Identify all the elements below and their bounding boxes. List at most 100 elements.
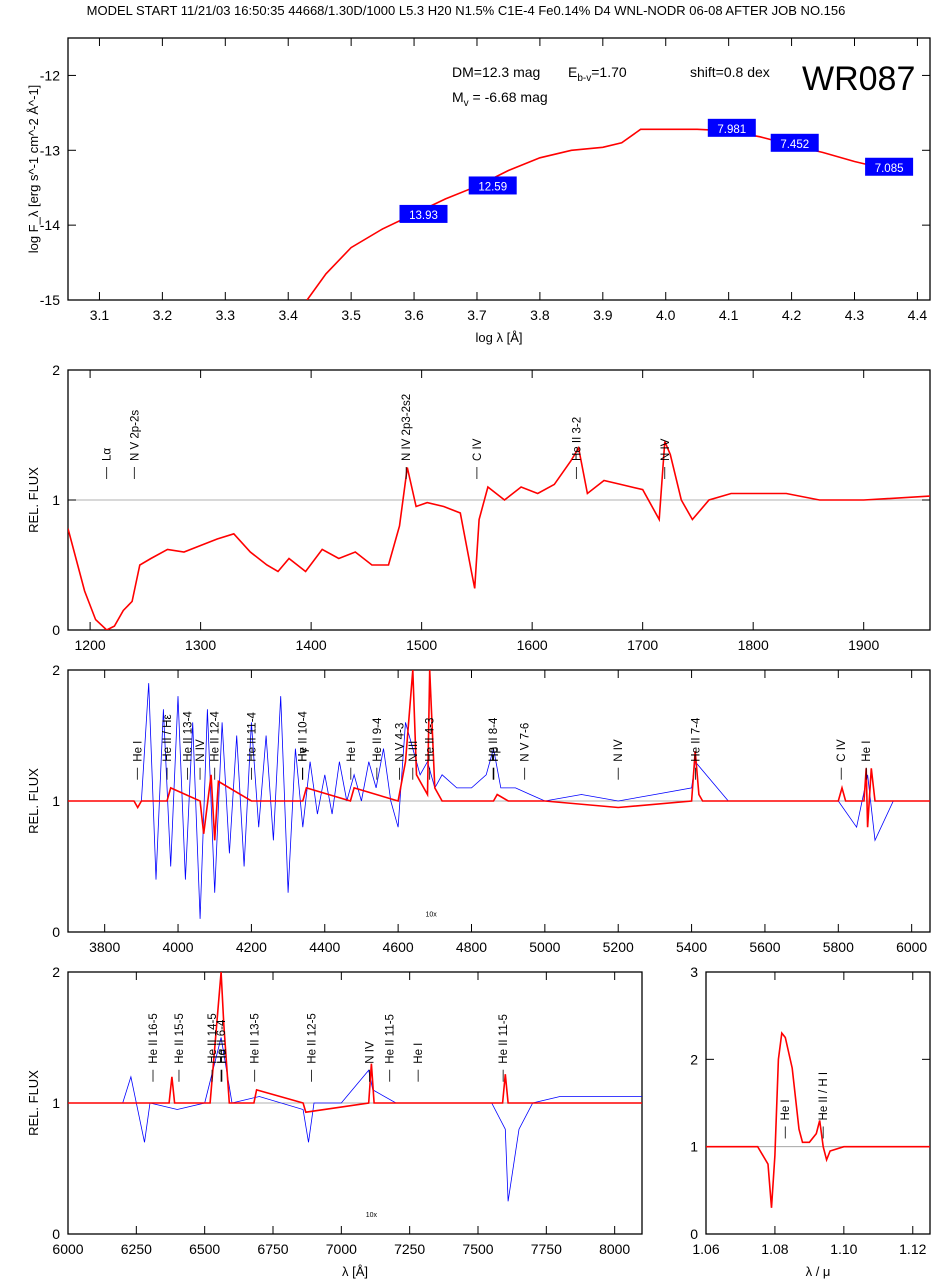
red-xlabel: λ [Å] (342, 1264, 368, 1279)
sed-xtick-label: 4.4 (908, 307, 928, 323)
optical-xtick-label: 5800 (823, 939, 854, 955)
line-id-label: He II 4-3 (425, 718, 437, 762)
line-id-label: He II 8-4 (488, 717, 500, 762)
sed-model-spectrum (306, 128, 887, 300)
uv-ytick-label: 0 (52, 622, 60, 638)
optical-observed-spectrum (141, 683, 930, 919)
sed-xtick-label: 4.2 (782, 307, 802, 323)
uv-xtick-label: 1400 (296, 637, 327, 653)
line-id-label: N V 2p-2s (129, 410, 141, 461)
line-id-label: N IV (364, 1041, 376, 1064)
red-inset-label: 10x (366, 1212, 378, 1219)
photometry-label: 12.59 (478, 181, 507, 193)
sed-xtick-label: 3.6 (404, 307, 424, 323)
line-id-label: He I (780, 1099, 792, 1120)
red-ytick-label: 0 (52, 1226, 60, 1242)
optical-xtick-label: 5200 (603, 939, 634, 955)
red-xtick-label: 6250 (121, 1241, 152, 1257)
red-xtick-label: 7750 (531, 1241, 562, 1257)
line-id-label: Hα (217, 1048, 229, 1063)
optical-xtick-label: 4600 (383, 939, 414, 955)
uv-xtick-label: 1500 (406, 637, 437, 653)
red-ylabel: REL. FLUX (26, 1070, 41, 1136)
line-id-label: He II 14-5 (207, 1013, 219, 1064)
red-xtick-label: 7250 (394, 1241, 425, 1257)
optical-ytick-label: 1 (52, 793, 60, 809)
line-id-label: He II 3-2 (571, 417, 583, 461)
red-model-spectrum (68, 972, 642, 1114)
red-ytick-label: 1 (52, 1095, 60, 1111)
line-id-label: Hβ (489, 746, 501, 761)
sed-xtick-label: 4.1 (719, 307, 739, 323)
sed-xlabel: log λ [Å] (476, 330, 523, 345)
optical-xtick-label: 3800 (89, 939, 120, 955)
line-id-label: N IV (660, 438, 672, 461)
sed-annotations: DM=12.3 mag Eb-v=1.70 shift=0.8 dex Mv =… (452, 60, 915, 109)
ir-ytick-label: 0 (690, 1226, 698, 1242)
sed-xtick-label: 3.1 (90, 307, 110, 323)
optical-xtick-label: 6000 (896, 939, 927, 955)
photometry-box (707, 118, 756, 137)
uv-xtick-label: 1200 (75, 637, 106, 653)
optical-xtick-label: 4200 (236, 939, 267, 955)
photometry-label: 7.981 (717, 124, 746, 136)
ir-panel: 1.06 1.08 1.10 1.12 0 1 2 3 λ / μ He I He II / H I (690, 964, 931, 1279)
sed-ylabel: log F_λ [erg s^-1 cm^-2 Å^-1] (26, 85, 41, 254)
line-id-label: C IV (472, 438, 484, 461)
line-id-label: He II 12-4 (210, 711, 222, 762)
red-xtick-label: 6500 (189, 1241, 220, 1257)
uv-xtick-label: 1800 (738, 637, 769, 653)
line-id-label: He II 16-5 (148, 1013, 160, 1064)
sed-xtick-label: 4.0 (656, 307, 676, 323)
uv-xtick-label: 1900 (848, 637, 879, 653)
ir-ytick-label: 3 (690, 964, 698, 980)
uv-xtick-label: 1600 (517, 637, 548, 653)
ir-xlabel: λ / μ (806, 1264, 831, 1279)
uv-ytick-label: 2 (52, 362, 60, 378)
line-id-label: N V 4-3 (395, 723, 407, 762)
optical-xtick-label: 4000 (162, 939, 193, 955)
red-ytick-label: 2 (52, 964, 60, 980)
line-id-label: He II 11-5 (498, 1014, 510, 1064)
optical-xtick-label: 5400 (676, 939, 707, 955)
line-id-label: N IV 2p3-2s2 (401, 394, 413, 461)
uv-panel: 1200 1300 1400 1500 1600 1700 1800 1900 0 1 2 REL. … (26, 362, 931, 653)
line-id-label: He I (346, 741, 358, 762)
ir-xtick-label: 1.12 (899, 1241, 926, 1257)
optical-inset-label: 10x (425, 911, 437, 918)
red-xtick-label: 8000 (599, 1241, 630, 1257)
sed-ytick-label: -14 (40, 217, 60, 233)
line-id-label: He II 11-4 (246, 711, 258, 761)
line-id-label: He II 10-4 (297, 711, 309, 762)
line-id-label: He II 11-5 (385, 1014, 397, 1064)
line-id-label: He II 9-4 (372, 717, 384, 762)
optical-model-spectrum (68, 670, 930, 841)
line-id-label: He II 12-5 (307, 1013, 319, 1064)
optical-xtick-label: 5000 (529, 939, 560, 955)
line-id-label: N III (408, 741, 420, 762)
sed-frame (67, 37, 931, 301)
uv-ytick-label: 1 (52, 492, 60, 508)
photometry-box (468, 176, 517, 195)
shift-label: shift=0.8 dex (690, 64, 770, 80)
chart-panels: 3.1 3.2 3.3 3.4 3.5 3.6 3.7 3.8 3.9 4.0 4.1 4.2 4.3 4… (26, 37, 931, 1279)
sed-xtick-label: 3.7 (467, 307, 487, 323)
line-id-label: Hγ (298, 747, 310, 761)
red-xtick-label: 7500 (462, 1241, 493, 1257)
line-id-label: He II / Hε (162, 714, 174, 761)
line-id-label: He II 6-4 (216, 1019, 228, 1064)
ir-ytick-label: 2 (690, 1051, 698, 1067)
optical-xtick-label: 4800 (456, 939, 487, 955)
sed-xtick-label: 3.8 (530, 307, 550, 323)
model-header: MODEL START 11/21/03 16:50:35 44668/1.30… (87, 3, 846, 18)
ir-xtick-label: 1.08 (761, 1241, 788, 1257)
line-id-label: C IV (836, 739, 848, 762)
sed-xtick-label: 3.2 (153, 307, 173, 323)
sed-xtick-label: 3.5 (341, 307, 361, 323)
star-name: WR087 (802, 60, 915, 98)
sed-xtick-label: 3.4 (278, 307, 298, 323)
sed-xtick-label: 3.3 (216, 307, 236, 323)
line-id-label: He II 13-5 (250, 1013, 262, 1064)
line-id-label: N V 7-6 (520, 723, 532, 762)
